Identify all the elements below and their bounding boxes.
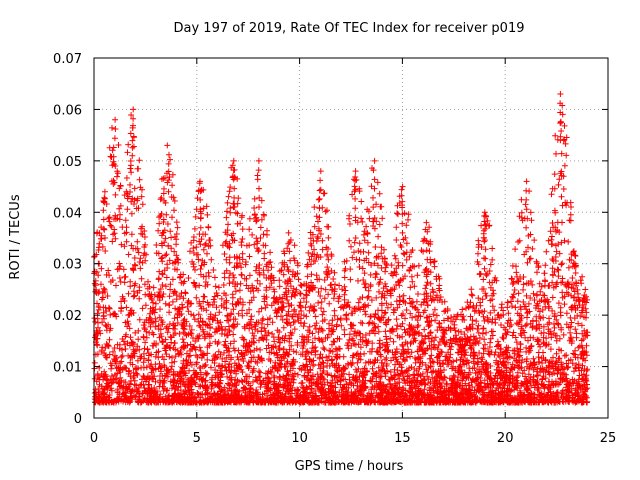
data-points	[91, 91, 591, 406]
y-tick-label: 0.07	[53, 52, 82, 67]
x-tick-label: 10	[291, 431, 308, 446]
y-tick-label: 0	[74, 412, 82, 427]
y-tick-label: 0.01	[53, 361, 82, 376]
x-axis-label: GPS time / hours	[295, 459, 404, 474]
x-tick-label: 5	[193, 431, 201, 446]
y-tick-label: 0.04	[53, 206, 82, 221]
roti-points	[91, 91, 591, 406]
x-tick-label: 20	[497, 431, 514, 446]
plot-frame	[93, 57, 609, 419]
chart-title: Day 197 of 2019, Rate Of TEC Index for r…	[174, 21, 525, 36]
x-tick-label: 0	[90, 431, 98, 446]
x-tick-label: 25	[600, 431, 617, 446]
y-tick-label: 0.06	[53, 103, 82, 118]
y-tick-label: 0.05	[53, 155, 82, 170]
x-tick-label: 15	[394, 431, 411, 446]
axis-ticks: 0 5 10 15 20 25 0 0.01 0.02 0.03 0.04 0.05 0.06 0.07	[53, 52, 616, 446]
y-axis-label: ROTI / TECUs	[8, 194, 23, 279]
y-tick-label: 0.02	[53, 309, 82, 324]
y-tick-label: 0.03	[53, 258, 82, 273]
